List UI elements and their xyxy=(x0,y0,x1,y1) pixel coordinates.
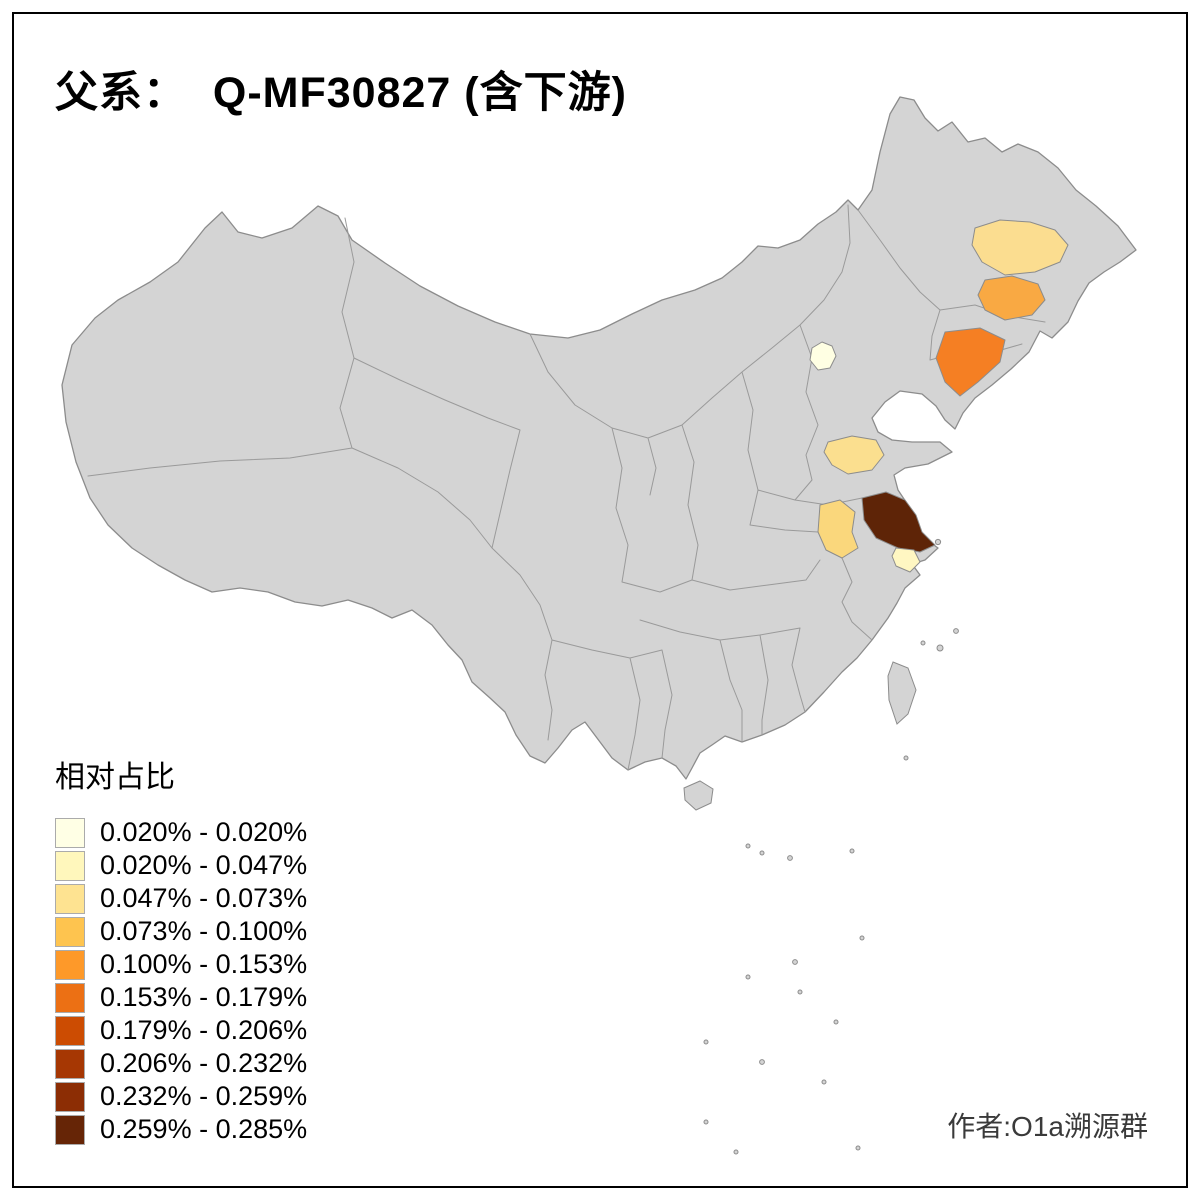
author-credit: 作者:O1a溯源群 xyxy=(947,1111,1148,1142)
province-borders xyxy=(87,204,1046,771)
legend-item: 0.259% - 0.285% xyxy=(55,1113,307,1146)
legend-swatch xyxy=(55,1081,85,1112)
legend-swatch xyxy=(55,850,85,881)
legend-swatch xyxy=(55,1048,85,1079)
region-heilongjiang xyxy=(971,219,1069,276)
region-jilin xyxy=(977,275,1046,321)
legend-label: 0.206% - 0.232% xyxy=(100,1048,308,1078)
legend-item: 0.020% - 0.047% xyxy=(55,849,307,882)
legend-item: 0.153% - 0.179% xyxy=(55,981,307,1014)
legend-swatch xyxy=(55,1015,85,1046)
legend-swatch xyxy=(55,982,85,1013)
south-china-sea-islands xyxy=(703,538,959,1155)
region-beijing xyxy=(809,341,837,371)
taiwan-island xyxy=(887,661,917,725)
region-jiangsu xyxy=(861,491,936,553)
legend-item: 0.206% - 0.232% xyxy=(55,1047,307,1080)
legend: 相对占比 0.020% - 0.020% 0.020% - 0.047% 0.0… xyxy=(55,752,307,1146)
legend-label: 0.179% - 0.206% xyxy=(100,1015,308,1045)
region-liaoning xyxy=(935,327,1006,397)
legend-label: 0.153% - 0.179% xyxy=(100,982,308,1012)
region-shandong xyxy=(823,435,885,475)
hainan-island xyxy=(683,780,714,811)
legend-item: 0.232% - 0.259% xyxy=(55,1080,307,1113)
region-shanghai-area xyxy=(891,547,921,573)
legend-item: 0.073% - 0.100% xyxy=(55,915,307,948)
legend-item: 0.047% - 0.073% xyxy=(55,882,307,915)
figure-title: 父系： Q-MF30827 (含下游) xyxy=(55,69,627,117)
region-anhui xyxy=(817,499,859,559)
legend-label: 0.020% - 0.020% xyxy=(100,817,308,847)
legend-label: 0.100% - 0.153% xyxy=(100,949,308,979)
china-mainland xyxy=(61,96,1137,780)
legend-swatch xyxy=(55,949,85,980)
legend-item: 0.100% - 0.153% xyxy=(55,948,307,981)
islands xyxy=(683,538,959,1155)
legend-label: 0.073% - 0.100% xyxy=(100,916,308,946)
legend-item: 0.179% - 0.206% xyxy=(55,1014,307,1047)
legend-label: 0.259% - 0.285% xyxy=(100,1114,308,1144)
legend-swatch xyxy=(55,883,85,914)
legend-label: 0.047% - 0.073% xyxy=(100,883,308,913)
legend-item: 0.020% - 0.020% xyxy=(55,816,307,849)
legend-swatch xyxy=(55,817,85,848)
legend-label: 0.020% - 0.047% xyxy=(100,850,308,880)
legend-swatch xyxy=(55,916,85,947)
legend-title: 相对占比 xyxy=(55,761,175,794)
legend-label: 0.232% - 0.259% xyxy=(100,1081,308,1111)
legend-swatch xyxy=(55,1114,85,1145)
